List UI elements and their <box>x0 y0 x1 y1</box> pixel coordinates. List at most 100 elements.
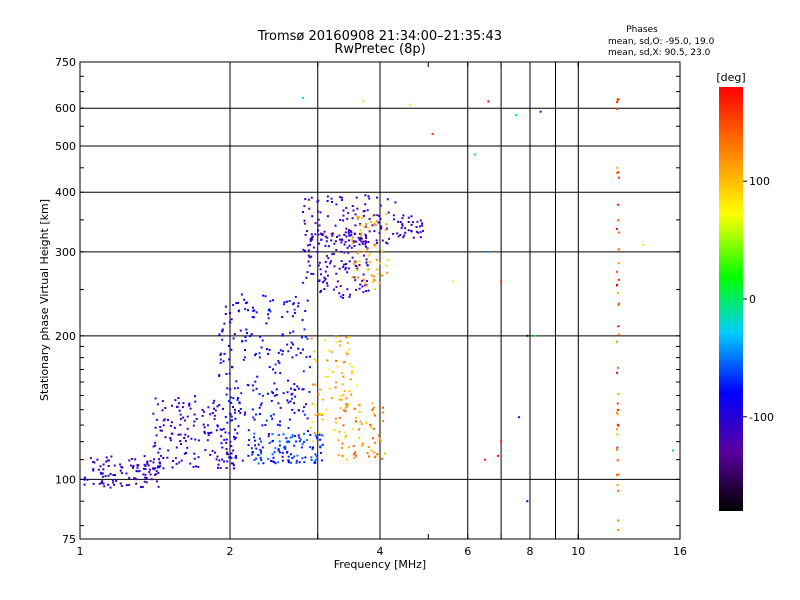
data-point <box>616 446 619 449</box>
data-point <box>300 446 303 449</box>
data-point <box>180 443 182 445</box>
data-point <box>278 451 281 454</box>
data-point <box>326 284 329 287</box>
data-point <box>397 235 400 238</box>
data-point <box>311 235 314 238</box>
data-point <box>364 194 367 197</box>
data-point <box>275 388 278 391</box>
data-point <box>270 440 273 443</box>
data-point <box>295 354 298 357</box>
data-point <box>363 210 366 212</box>
data-point <box>351 256 354 259</box>
data-point <box>353 456 356 459</box>
data-point <box>214 451 216 454</box>
data-point <box>213 399 216 402</box>
data-point <box>239 411 242 414</box>
data-point <box>258 356 261 359</box>
data-point <box>311 402 314 405</box>
data-point <box>301 457 304 460</box>
data-point <box>135 478 138 481</box>
data-point <box>207 431 210 434</box>
y-tick-label: 75 <box>62 533 76 546</box>
data-point <box>272 392 274 394</box>
data-point <box>382 411 384 414</box>
data-point <box>271 417 274 420</box>
data-point <box>285 451 288 454</box>
data-point <box>207 406 210 409</box>
data-point <box>301 443 304 446</box>
data-point <box>371 214 374 217</box>
data-point <box>386 242 389 245</box>
data-point <box>334 386 337 389</box>
data-point <box>317 229 319 232</box>
data-point <box>224 305 227 308</box>
data-point <box>276 423 279 426</box>
data-point <box>322 233 325 236</box>
data-point <box>281 451 284 454</box>
data-point <box>102 468 105 471</box>
data-point <box>182 416 185 419</box>
data-point <box>320 414 323 417</box>
data-point <box>278 440 281 443</box>
data-point <box>361 279 364 282</box>
data-point <box>286 391 289 394</box>
data-point <box>274 363 277 366</box>
data-point <box>347 230 350 233</box>
data-point <box>617 333 620 336</box>
data-point <box>173 426 176 429</box>
data-point <box>143 480 146 483</box>
data-point <box>244 411 247 414</box>
data-point <box>385 213 388 216</box>
data-point <box>364 203 367 206</box>
data-point <box>365 223 368 225</box>
data-point <box>404 227 407 230</box>
data-point <box>253 432 256 435</box>
data-point <box>342 424 345 427</box>
data-point <box>314 453 317 456</box>
data-point <box>202 423 205 426</box>
data-point <box>367 195 370 198</box>
data-point <box>314 413 317 416</box>
data-point <box>517 416 520 419</box>
data-point <box>244 339 247 342</box>
data-point <box>269 310 272 313</box>
data-point <box>310 238 313 241</box>
data-point <box>314 460 317 462</box>
data-point <box>356 252 359 255</box>
data-point <box>346 353 349 355</box>
data-point <box>230 462 233 465</box>
data-point <box>253 459 256 461</box>
data-point <box>338 234 341 237</box>
data-point <box>355 240 358 243</box>
data-point <box>254 354 256 357</box>
data-point <box>367 241 370 243</box>
data-point <box>261 446 264 449</box>
data-point <box>378 282 381 285</box>
data-point <box>407 221 410 223</box>
data-point <box>347 336 350 339</box>
data-point <box>193 413 196 416</box>
data-point <box>348 260 351 263</box>
data-point <box>354 454 357 457</box>
data-point <box>193 457 196 460</box>
data-point <box>143 455 146 458</box>
data-point <box>383 452 386 455</box>
data-point <box>325 408 327 411</box>
data-point <box>360 232 363 235</box>
data-point <box>320 238 323 241</box>
data-point <box>354 213 357 216</box>
data-point <box>234 417 237 420</box>
data-point <box>353 408 356 410</box>
data-point <box>259 448 262 451</box>
x-tick-label: 6 <box>464 545 471 558</box>
data-point <box>368 455 370 458</box>
data-point <box>418 225 421 228</box>
data-point <box>268 308 271 311</box>
data-point <box>222 427 225 430</box>
data-point <box>254 353 257 355</box>
data-point <box>197 456 200 459</box>
data-point <box>355 288 358 291</box>
data-point <box>342 409 345 412</box>
data-point <box>230 401 233 404</box>
data-point <box>186 446 189 449</box>
